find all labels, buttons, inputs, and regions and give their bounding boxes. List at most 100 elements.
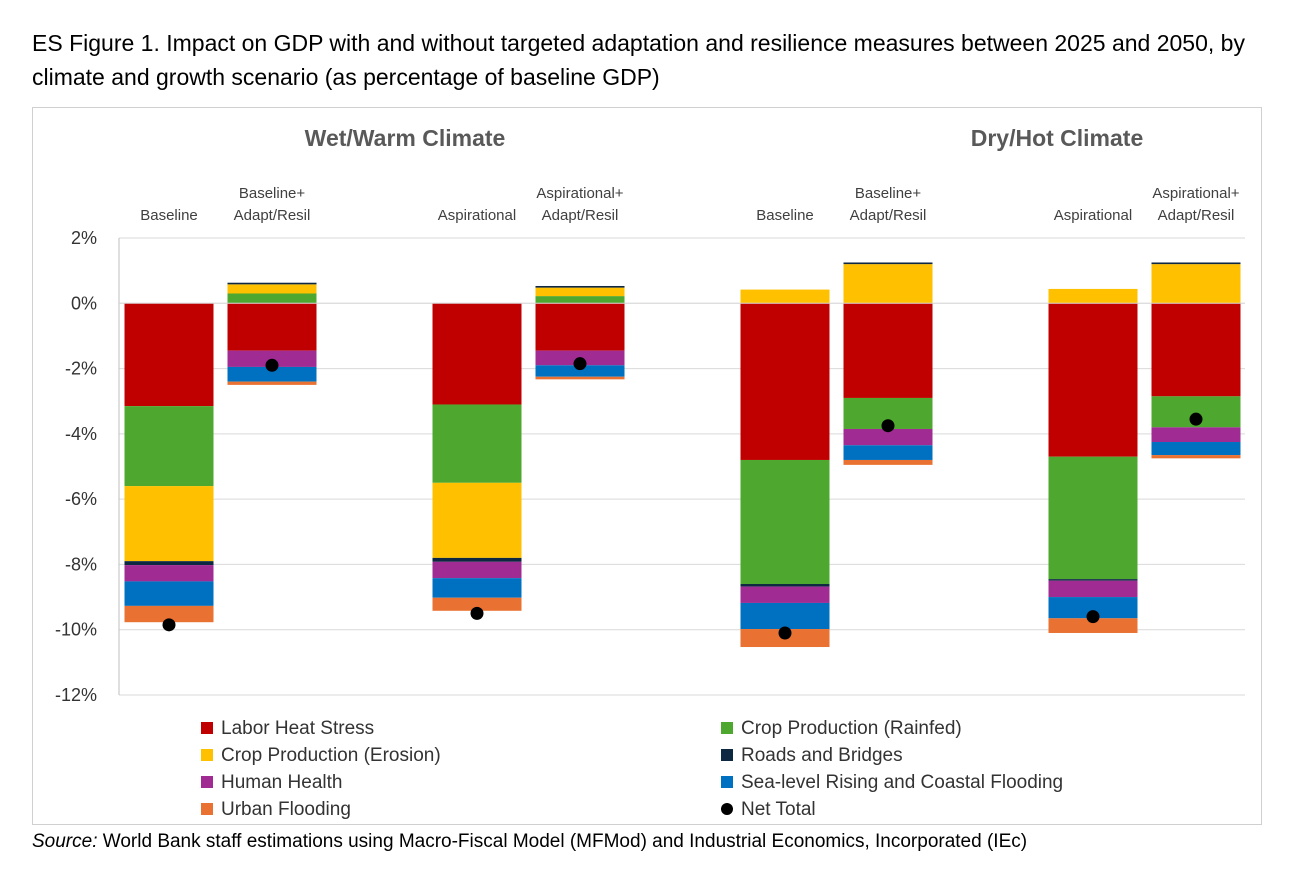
category-label: Baseline (140, 207, 198, 224)
bar-segment (1151, 442, 1241, 456)
legend-label: Crop Production (Rainfed) (741, 718, 962, 739)
legend-label: Net Total (741, 799, 816, 820)
net-total-marker (470, 606, 484, 620)
bar-segment (1048, 579, 1138, 581)
legend-label: Crop Production (Erosion) (221, 745, 441, 766)
bar-segment (227, 284, 317, 294)
category-label: Adapt/Resil (234, 207, 311, 224)
chart-plot: 2% 0% -2% -4% -6% -8% -10% -12% Wet/Warm Climate… (55, 125, 1245, 705)
legend-swatch (201, 776, 213, 788)
legend-swatch (721, 722, 733, 734)
legend-item: Labor Heat Stress (201, 718, 374, 740)
legend-marker (721, 803, 733, 815)
category-label: Baseline+ (855, 185, 922, 202)
y-tick-label: 2% (71, 228, 97, 248)
bar-segment (124, 406, 214, 487)
bar-segment (1048, 580, 1138, 598)
bar-segment (124, 565, 214, 582)
category-label: Aspirational (438, 207, 516, 224)
bar-segment (1151, 455, 1241, 459)
legend-item: Sea-level Rising and Coastal Flooding (721, 772, 1063, 794)
y-tick-label: -2% (65, 359, 97, 379)
bar-segment (535, 285, 625, 288)
source-label: Source: (32, 831, 98, 852)
bar-segment (227, 381, 317, 385)
figure-title: ES Figure 1. Impact on GDP with and with… (32, 30, 1245, 90)
chart-area: 2% 0% -2% -4% -6% -8% -10% -12% Wet/Warm Climate… (32, 107, 1262, 825)
y-tick-label: -4% (65, 424, 97, 444)
bar-segment (124, 303, 214, 407)
net-total-marker (573, 357, 587, 371)
y-tick-label: -12% (55, 685, 97, 705)
bar-segment (843, 262, 933, 265)
bar-segment (740, 584, 830, 587)
legend-item: Net Total (721, 799, 816, 821)
net-total-marker (265, 358, 279, 372)
net-total-marker (1189, 412, 1203, 426)
bar-segment (1048, 288, 1138, 304)
bar-segment (124, 561, 214, 566)
bar-segment (432, 557, 522, 562)
legend-label: Human Health (221, 772, 343, 793)
category-label: Adapt/Resil (542, 207, 619, 224)
net-total-marker (778, 626, 792, 640)
bar-segment (124, 486, 214, 562)
category-label: Adapt/Resil (1158, 207, 1235, 224)
bar-segment (1048, 618, 1138, 633)
bar-segment (535, 376, 625, 380)
bar-segment (535, 287, 625, 297)
legend-item: Crop Production (Erosion) (201, 745, 441, 767)
category-label: Aspirational+ (1152, 185, 1239, 202)
bar-segment (740, 459, 830, 585)
bar-segment (843, 445, 933, 460)
bar-segment (227, 350, 317, 367)
bar-segment (740, 602, 830, 630)
bar-segment (227, 282, 317, 285)
bar-segment (843, 303, 933, 398)
bar-segment (432, 303, 522, 405)
bar-segment (1151, 264, 1241, 304)
legend-item: Urban Flooding (201, 799, 351, 821)
source-text: World Bank staff estimations using Macro… (97, 831, 1028, 852)
bar-segment (1151, 427, 1241, 443)
group-title: Wet/Warm Climate (305, 125, 506, 151)
category-label: Adapt/Resil (850, 207, 927, 224)
group-title: Dry/Hot Climate (971, 125, 1144, 151)
bar-segment (432, 578, 522, 598)
legend-label: Sea-level Rising and Coastal Flooding (741, 772, 1064, 793)
category-label: Baseline+ (239, 185, 306, 202)
bar-segment (1048, 456, 1138, 580)
legend-swatch (721, 776, 733, 788)
net-total-marker (1086, 610, 1100, 624)
net-total-marker (162, 618, 176, 632)
bar-segment (740, 303, 830, 460)
legend-label: Urban Flooding (221, 799, 351, 820)
bar-segment (227, 293, 317, 304)
bar-segment (124, 605, 214, 623)
bar-segment (432, 597, 522, 611)
y-tick-label: -6% (65, 489, 97, 509)
bar-segment (227, 366, 317, 382)
bar-segment (535, 365, 625, 377)
bar-segment (843, 459, 933, 465)
legend-item: Roads and Bridges (721, 745, 903, 767)
y-tick-label: -8% (65, 554, 97, 574)
bar-segment (843, 428, 933, 446)
y-tick-label: -10% (55, 620, 97, 640)
bar-segment (432, 404, 522, 483)
legend-swatch (201, 749, 213, 761)
bar-segment (124, 581, 214, 606)
category-label: Baseline (756, 207, 814, 224)
bar-segment (1151, 262, 1241, 265)
legend-swatch (201, 722, 213, 734)
legend-label: Roads and Bridges (741, 745, 903, 766)
bar-segment (1048, 597, 1138, 619)
bar-segment (740, 289, 830, 304)
bar-segment (535, 303, 625, 351)
bar-segment (535, 296, 625, 304)
bar-segment (1151, 303, 1241, 397)
source-note: Source: World Bank staff estimations usi… (32, 831, 1027, 853)
bar-segment (432, 482, 522, 558)
net-total-marker (881, 419, 895, 433)
bar-segment (740, 586, 830, 603)
